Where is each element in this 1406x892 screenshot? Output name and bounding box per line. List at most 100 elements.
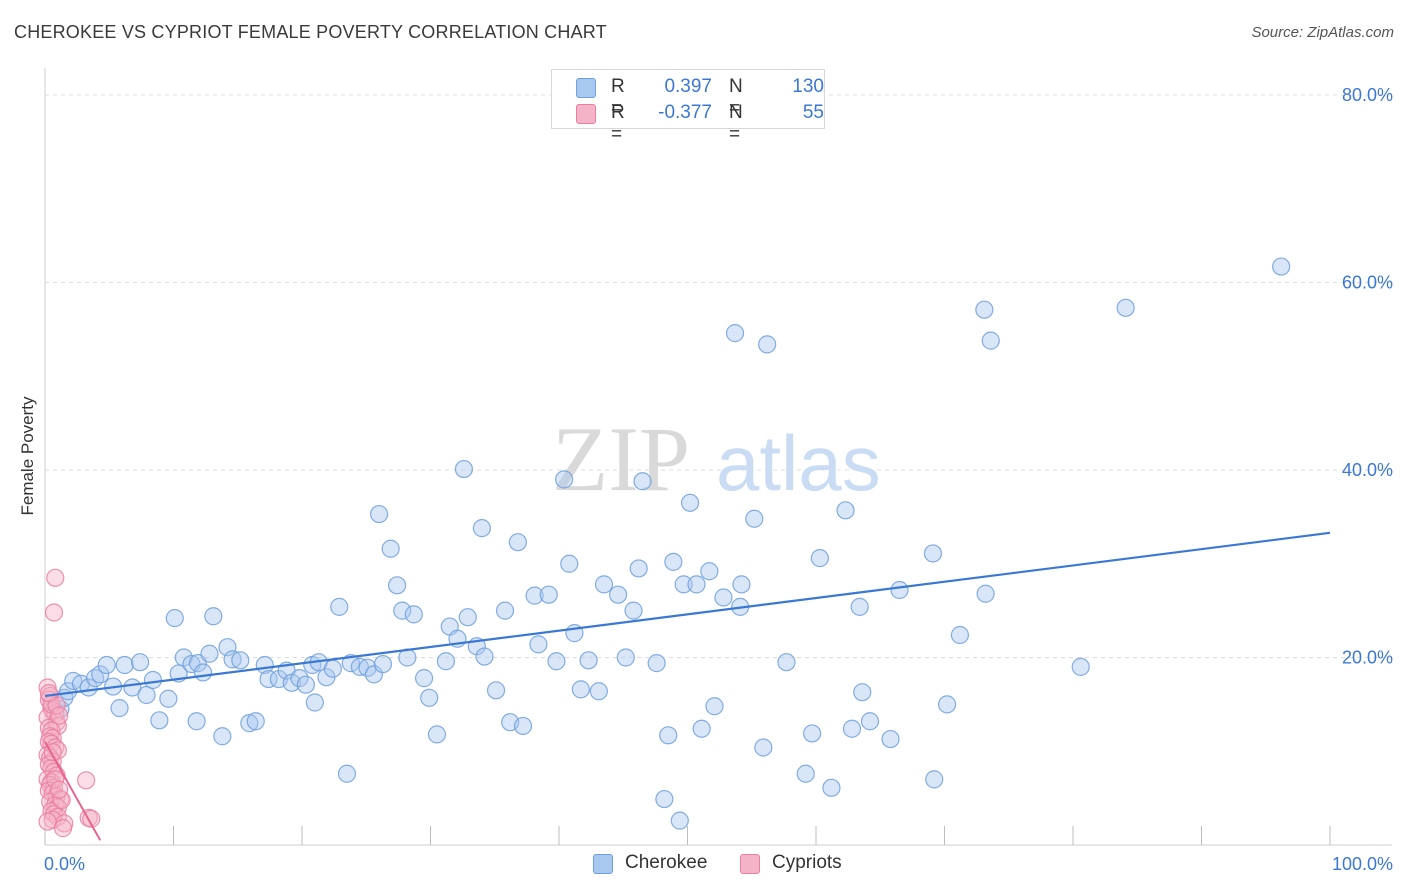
cherokee-point — [387, 576, 407, 595]
cherokee-point — [842, 719, 862, 738]
cherokee-point — [609, 585, 628, 604]
cherokee-legend-label: Cherokee — [625, 852, 708, 873]
r-value: 0.397 — [664, 76, 712, 97]
cherokee-point — [213, 727, 232, 746]
cherokee-point — [350, 657, 369, 676]
cherokee-point — [758, 335, 777, 354]
cherokee-point — [705, 697, 724, 716]
cypriot-point — [46, 770, 65, 789]
watermark-zip: ZIP — [552, 408, 690, 510]
cypriot-point — [48, 807, 67, 826]
cypriot-point — [50, 706, 69, 725]
cherokee-point — [454, 459, 474, 479]
cherokee-point — [925, 770, 944, 789]
cherokee-point — [881, 729, 900, 749]
cherokee-point — [624, 601, 643, 620]
cypriot-point — [44, 603, 64, 622]
cherokee-point — [923, 544, 943, 563]
cherokee-point — [420, 688, 439, 707]
cherokee-point — [589, 682, 608, 701]
cypriot-point — [77, 771, 96, 790]
cypriot-trend-line — [44, 741, 102, 841]
watermark-atlas: atlas — [716, 419, 881, 507]
cherokee-point — [560, 554, 579, 573]
cherokee-point — [458, 608, 477, 627]
cherokee-point — [777, 653, 796, 672]
cypriot-point — [46, 568, 65, 587]
cherokee-point — [633, 472, 652, 491]
tick-labels: 20.0% 40.0% 60.0% 80.0% 0.0% 100.0% — [44, 85, 1393, 874]
cherokee-point — [547, 652, 566, 671]
n-label: N = — [729, 102, 743, 145]
source-label: Source: ZipAtlas.com — [1251, 24, 1394, 41]
cherokee-point — [115, 655, 134, 675]
cherokee-point — [193, 663, 213, 682]
cherokee-point — [290, 669, 309, 688]
cherokee-point — [305, 693, 324, 712]
cherokee-point — [754, 738, 773, 757]
cherokee-point — [594, 575, 614, 594]
cherokee-point — [1116, 298, 1135, 317]
cypriot-point — [42, 721, 61, 740]
cypriot-legend-label: Cypriots — [772, 852, 842, 873]
cherokee-point — [240, 714, 259, 733]
y-tick-label: 60.0% — [1342, 273, 1393, 293]
cypriot-point — [82, 809, 101, 828]
cherokee-point — [950, 625, 970, 645]
cherokee-point — [647, 654, 666, 673]
cherokee-point — [364, 665, 384, 684]
cherokee-point — [937, 695, 957, 714]
y-tick-label: 20.0% — [1342, 648, 1393, 668]
cherokee-point — [143, 670, 163, 690]
cherokee-point — [1071, 657, 1090, 676]
cherokee-point — [555, 470, 574, 489]
cherokee-point — [159, 689, 178, 708]
cherokee-point — [1272, 257, 1291, 276]
cherokee-point — [981, 331, 1000, 350]
cherokee-point — [393, 601, 412, 620]
cypriot-point — [52, 790, 71, 810]
cherokee-point — [670, 811, 689, 830]
cherokee-point — [404, 605, 423, 624]
cherokee-point — [976, 584, 995, 603]
trend-lines — [44, 531, 1331, 841]
gridlines — [45, 94, 1392, 658]
cherokee-swatch — [593, 854, 613, 874]
cherokee-point — [659, 726, 678, 745]
cherokee-point — [223, 650, 242, 669]
y-tick-label: 80.0% — [1342, 85, 1393, 105]
y-tick-label: 40.0% — [1342, 460, 1393, 480]
r-label: R = — [611, 76, 625, 119]
cherokee-point — [323, 659, 342, 678]
cypriot-point — [50, 780, 69, 799]
cherokee-point — [259, 669, 278, 689]
cypriot-point — [53, 819, 73, 838]
cherokee-point — [850, 597, 869, 616]
cherokee-point — [687, 575, 706, 594]
cherokee-point — [472, 519, 491, 538]
cherokee-point — [836, 501, 855, 520]
cherokee-point — [486, 681, 506, 700]
cherokee-point — [137, 685, 156, 705]
cherokee-point — [475, 647, 494, 666]
cherokee-point — [370, 504, 389, 524]
cherokee-point — [714, 588, 733, 607]
cherokee-point — [732, 575, 751, 594]
cherokee-point — [427, 725, 447, 744]
cherokee-point — [231, 651, 250, 670]
cherokee-point — [513, 716, 533, 736]
x-tick-label: 100.0% — [1332, 854, 1393, 874]
cherokee-point — [860, 712, 880, 731]
cherokee-swatch — [576, 78, 596, 98]
cherokee-point — [200, 644, 219, 663]
cherokee-point — [975, 300, 994, 319]
cherokee-point — [700, 562, 719, 581]
cherokee-point — [810, 549, 829, 568]
cherokee-trend-line — [44, 531, 1331, 698]
cherokee-point — [246, 712, 265, 731]
cypriot-swatch — [740, 854, 760, 874]
cherokee-point — [616, 648, 635, 667]
axes — [44, 68, 1392, 846]
cherokee-point — [680, 493, 700, 512]
